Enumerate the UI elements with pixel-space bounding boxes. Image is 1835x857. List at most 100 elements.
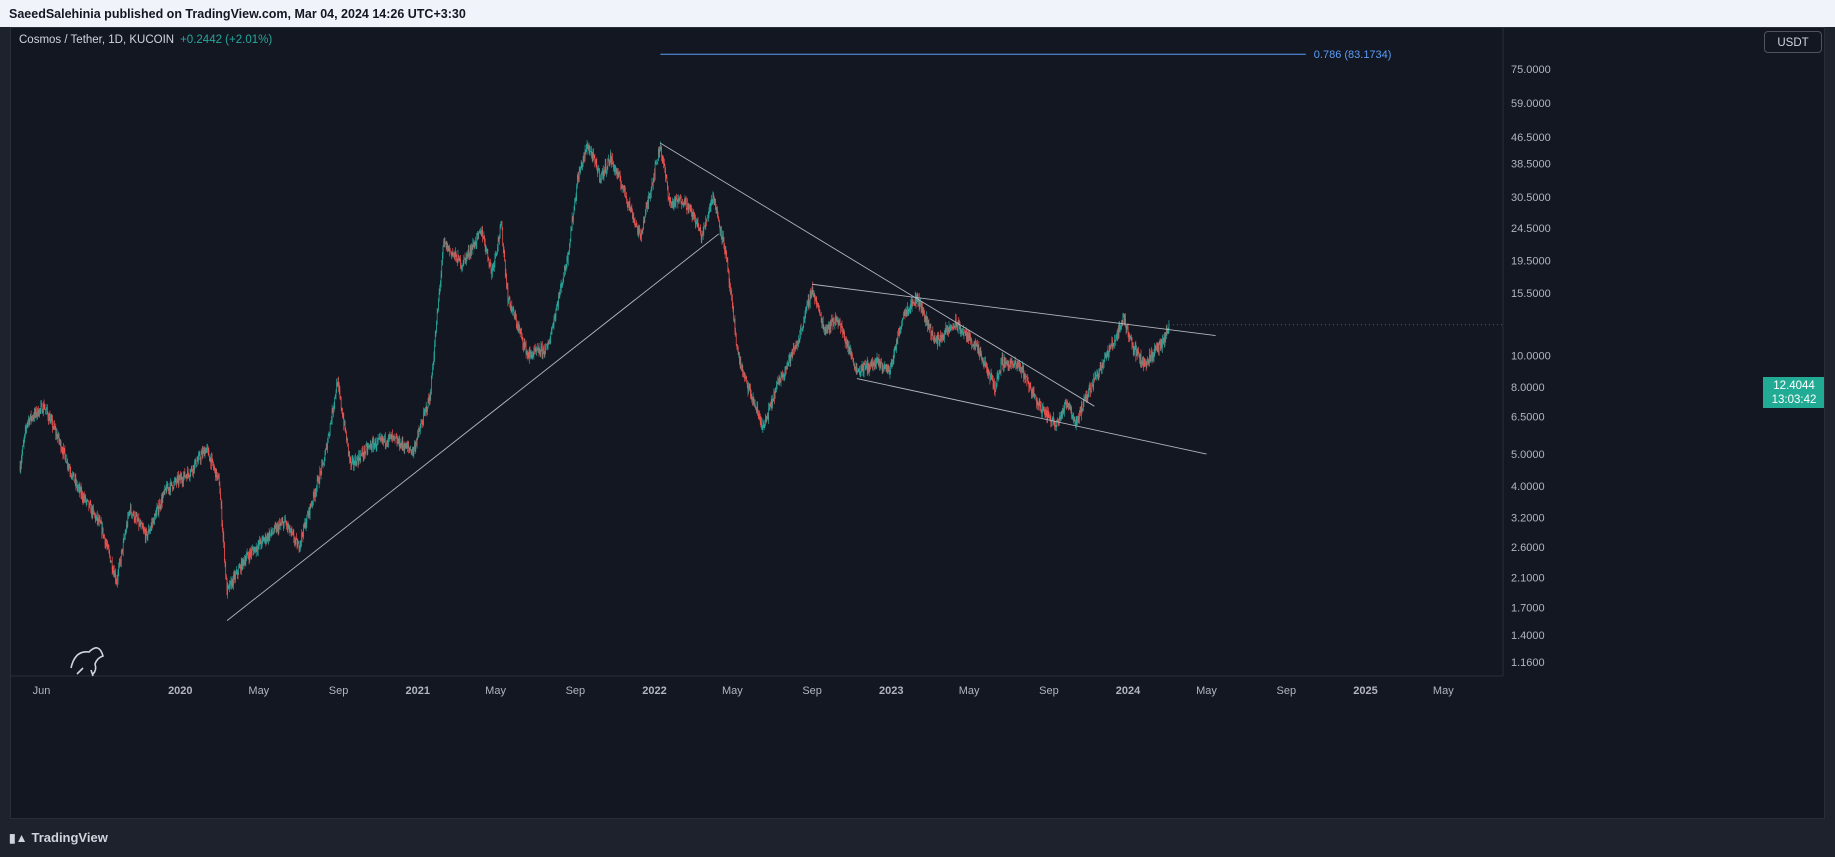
candle-down: [154, 514, 156, 515]
candle-up: [696, 219, 697, 222]
candle-down: [753, 396, 755, 406]
candle-up: [21, 453, 23, 460]
candle-up: [822, 321, 823, 325]
candle-down: [595, 159, 597, 163]
candle-up: [830, 322, 832, 329]
candle-up: [970, 339, 972, 341]
candle-down: [1100, 364, 1102, 371]
candle-up: [417, 432, 419, 439]
candle-down: [495, 253, 496, 255]
candle-down: [279, 523, 281, 525]
candle-up: [89, 503, 90, 508]
candle-down: [401, 442, 402, 447]
candle-down: [146, 530, 147, 533]
candle-up: [324, 453, 326, 461]
candle-down: [340, 398, 342, 408]
candle-up: [764, 422, 766, 425]
candle-up: [410, 450, 411, 451]
candle-up: [368, 445, 370, 447]
tradingview-logo[interactable]: ▮▲ TradingView: [9, 830, 108, 845]
candle-down: [181, 479, 183, 483]
candle-up: [876, 362, 877, 365]
candle-down: [244, 560, 246, 563]
candle-up: [198, 455, 199, 461]
candle-up: [1126, 327, 1128, 330]
candle-up: [34, 411, 35, 419]
candle-up: [720, 226, 721, 231]
candle-up: [390, 434, 391, 436]
candle-down: [685, 197, 686, 200]
candle-down: [1070, 407, 1072, 409]
candle-down: [383, 438, 385, 441]
candle-up: [125, 531, 127, 534]
candle-down: [678, 198, 680, 201]
candle-up: [327, 441, 328, 449]
candle-up: [791, 352, 793, 357]
currency-button[interactable]: USDT: [1764, 31, 1822, 53]
candle-up: [270, 529, 272, 534]
candle-up: [413, 448, 415, 454]
candle-down: [1046, 413, 1048, 420]
publisher-text: SaeedSalehinia published on TradingView.…: [9, 7, 466, 21]
candle-up: [434, 335, 436, 346]
candle-up: [81, 492, 83, 495]
chart-frame[interactable]: 75.0000 59.0000 46.5000 38.5000 30.5000 24.50…: [10, 27, 1825, 819]
candle-up: [647, 201, 648, 207]
candle-down: [473, 242, 474, 246]
candle-up: [173, 482, 175, 488]
candle-up: [597, 170, 599, 174]
candle-down: [747, 386, 749, 392]
candle-down: [1131, 337, 1133, 344]
candle-down: [717, 216, 719, 219]
candle-down: [874, 362, 875, 366]
candle-up: [303, 524, 304, 537]
candle-up: [126, 524, 127, 532]
candle-down: [591, 154, 593, 160]
candle-down: [608, 158, 610, 165]
candle-down: [473, 245, 475, 248]
candle-up: [595, 159, 596, 163]
candle-down: [1149, 353, 1151, 358]
x-tick-label: Sep: [1039, 685, 1059, 697]
price-chart[interactable]: 75.000059.000046.500038.500030.500024.50…: [11, 28, 1825, 819]
candle-down: [286, 523, 287, 527]
candle-up: [1141, 364, 1142, 365]
candle-up: [468, 249, 469, 254]
candle-down: [188, 473, 190, 477]
candle-down: [428, 398, 430, 402]
candle-down: [1136, 349, 1138, 355]
candle-down: [928, 323, 930, 327]
candle-down: [250, 552, 252, 555]
candle-up: [328, 435, 330, 436]
candle-up: [784, 371, 786, 375]
candle-down: [82, 498, 84, 501]
candle-down: [732, 299, 733, 306]
candle-up: [802, 325, 804, 329]
candle-up: [107, 544, 108, 546]
candle-down: [516, 318, 517, 325]
candle-up: [575, 196, 577, 202]
candle-down: [828, 325, 830, 330]
candle-up: [497, 238, 499, 247]
candle-up: [508, 299, 509, 303]
candle-down: [715, 198, 716, 210]
candle-up: [1136, 349, 1137, 357]
candle-up: [319, 471, 321, 483]
candle-down: [658, 149, 660, 154]
candle-up: [714, 198, 716, 201]
candle-up: [1167, 330, 1169, 332]
candle-up: [880, 362, 882, 367]
candle-down: [663, 162, 665, 165]
candle-up: [308, 508, 310, 516]
candle-down: [1054, 423, 1056, 427]
candle-up: [457, 255, 459, 264]
candle-up: [139, 522, 140, 526]
candle-up: [887, 366, 889, 374]
candle-down: [951, 326, 953, 328]
candle-up: [780, 375, 782, 382]
candle-up: [135, 515, 136, 521]
candle-down: [257, 549, 258, 551]
candle-down: [1012, 365, 1014, 366]
candle-down: [120, 560, 121, 563]
candle-down: [82, 492, 83, 499]
